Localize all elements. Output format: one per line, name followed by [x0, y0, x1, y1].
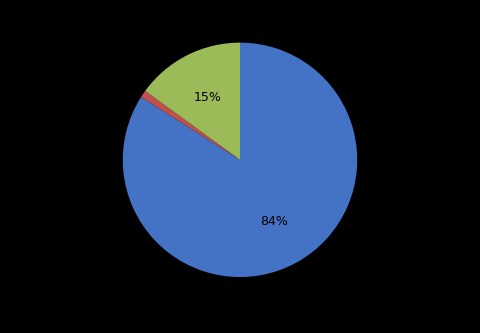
- Text: 84%: 84%: [260, 215, 288, 228]
- Wedge shape: [145, 43, 240, 160]
- Wedge shape: [123, 43, 357, 277]
- Wedge shape: [141, 91, 240, 160]
- Text: 15%: 15%: [194, 91, 222, 104]
